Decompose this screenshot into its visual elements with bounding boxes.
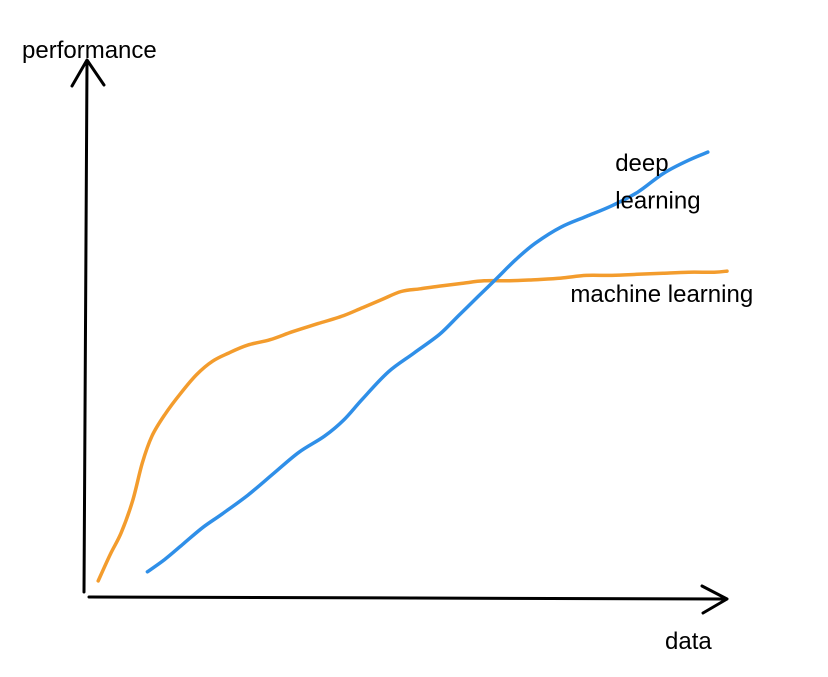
annotation-dl-line2: learning bbox=[615, 187, 700, 214]
annotation-layer: deep learning machine learning bbox=[570, 150, 753, 308]
x-axis-arrowhead-icon bbox=[700, 584, 729, 615]
series-line-machine-learning bbox=[96, 269, 729, 583]
series-line-deep-learning bbox=[145, 150, 710, 574]
x-axis-line bbox=[87, 595, 727, 601]
y-axis bbox=[70, 58, 106, 594]
series-layer bbox=[96, 150, 729, 583]
annotation-dl-line1: deep bbox=[615, 150, 668, 177]
y-axis-label: performance bbox=[22, 37, 157, 64]
annotation-ml: machine learning bbox=[570, 281, 753, 308]
x-axis bbox=[87, 584, 729, 615]
y-axis-arrowhead-icon bbox=[70, 58, 106, 88]
y-axis-line bbox=[82, 60, 89, 594]
x-axis-label: data bbox=[665, 628, 712, 655]
